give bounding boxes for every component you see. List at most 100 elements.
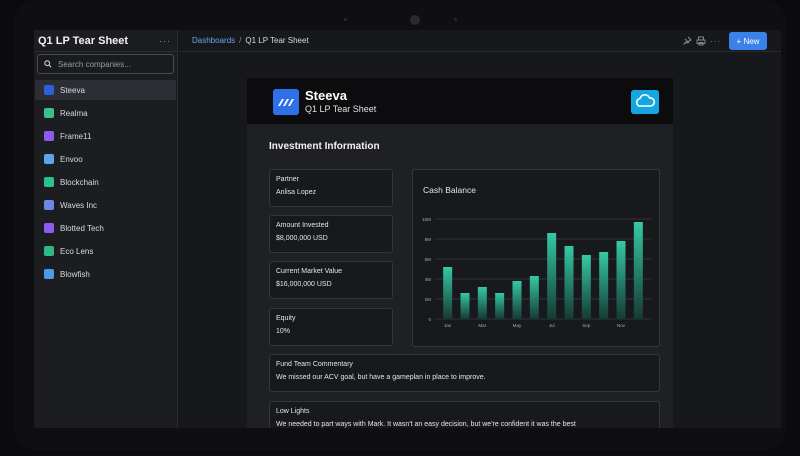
company-item[interactable]: Frame11 [35,126,176,146]
company-item[interactable]: Eco Lens [35,241,176,261]
company-name-label: Realma [60,108,88,118]
company-item[interactable]: Envoo [35,149,176,169]
y-tick-label: 4M [425,277,432,282]
bar-oct[interactable] [599,252,609,319]
company-item[interactable]: Blotted Tech [35,218,176,238]
tear-sheet-document: Steeva Q1 LP Tear Sheet Investment Infor… [247,78,673,428]
company-name-label: Blotted Tech [60,223,104,233]
y-tick-label: 2M [425,297,432,302]
company-item[interactable]: Blockchain [35,172,176,192]
card-value: $8,000,000 USD [276,235,328,242]
company-name-label: Blowfish [60,269,90,279]
company-name: Steeva [305,88,347,103]
print-icon[interactable] [696,36,706,46]
bar-apr[interactable] [495,293,505,319]
lowlights-card: Low Lights We needed to part ways with M… [269,401,660,428]
sidebar-header: Q1 LP Tear Sheet ··· [34,30,177,52]
company-name-label: Steeva [60,85,85,95]
search-input[interactable] [58,59,158,69]
sidebar-more-icon[interactable]: ··· [159,35,171,46]
chart-title: Cash Balance [423,185,476,195]
camera [410,15,420,25]
app-title: Q1 LP Tear Sheet [38,34,129,47]
document-header: Steeva Q1 LP Tear Sheet [247,78,673,124]
bar-jul[interactable] [547,233,557,319]
card-value: $16,000,000 USD [276,281,332,288]
cloud-icon[interactable] [631,90,659,114]
x-tick-label: Mar [478,323,486,328]
commentary-card: Fund Team Commentary We missed our ACV g… [269,354,660,392]
company-logo-icon [44,154,54,164]
bar-aug[interactable] [564,246,574,319]
pin-icon[interactable] [682,36,692,46]
company-item[interactable]: Waves Inc [35,195,176,215]
toolbar-actions: ··· + New [682,32,767,50]
bar-may[interactable] [512,281,522,319]
x-tick-label: May [513,323,522,328]
app-screen: Q1 LP Tear Sheet ··· Steeva Realma Frame11… [34,30,781,428]
bar-jan[interactable] [443,267,453,319]
company-logo-icon [44,108,54,118]
partner-card: Partner Anlisa Lopez [269,169,393,207]
card-value: We missed our ACV goal, but have a gamep… [276,374,486,381]
new-button[interactable]: + New [729,32,767,50]
y-tick-label: 6M [425,257,432,262]
bar-sep[interactable] [581,255,591,319]
document-subtitle: Q1 LP Tear Sheet [305,104,377,114]
card-label: Fund Team Commentary [276,361,353,368]
card-label: Current Market Value [276,268,343,275]
x-tick-label: Jan [444,323,452,328]
company-name-label: Frame11 [60,131,92,141]
company-item[interactable]: Realma [35,103,176,123]
company-name-label: Envoo [60,154,83,164]
bar-nov[interactable] [616,241,626,319]
y-tick-label: 8M [425,237,432,242]
bar-mar[interactable] [477,287,487,319]
chart-canvas: 0 2M 4M 6M 8M 10M Jan Mar May Jul Sep Nov [422,217,651,328]
card-label: Equity [276,315,296,322]
card-value: We needed to part ways with Mark. It was… [276,421,576,428]
card-label: Low Lights [276,408,310,415]
sidebar: Q1 LP Tear Sheet ··· Steeva Realma Frame11… [34,30,178,428]
cash-balance-chart: Cash Balance 0 2M 4M 6M 8M 10M Jan Mar May Jul Sep… [412,169,660,347]
company-logo-icon [44,177,54,187]
bar-dec[interactable] [633,222,643,319]
more-options-icon[interactable]: ··· [710,36,721,46]
card-label: Partner [276,176,299,183]
company-logo-icon [44,246,54,256]
company-logo-icon [44,85,54,95]
card-label: Amount Invested [276,222,329,229]
amount-invested-card: Amount Invested $8,000,000 USD [269,215,393,253]
company-name-label: Eco Lens [60,246,94,256]
company-logo-icon [44,269,54,279]
top-bar: Dashboards / Q1 LP Tear Sheet ··· + New [179,30,781,52]
company-name-label: Blockchain [60,177,99,187]
company-item[interactable]: Steeva [35,80,176,100]
section-title: Investment Information [269,141,380,152]
equity-card: Equity 10% [269,308,393,346]
bar-feb[interactable] [460,293,470,319]
sensor-dot [454,18,457,21]
y-tick-label: 10M [422,217,431,222]
company-logo-icon [44,131,54,141]
x-tick-label: Nov [617,323,626,328]
breadcrumb-dashboards[interactable]: Dashboards [192,36,236,45]
search-box[interactable] [37,54,174,74]
x-tick-label: Jul [549,323,555,328]
breadcrumb-separator: / [239,36,242,45]
device-frame: Q1 LP Tear Sheet ··· Steeva Realma Frame11… [14,0,786,450]
card-value: 10% [276,328,291,335]
card-value: Anlisa Lopez [276,189,317,196]
bar-jun[interactable] [529,276,539,319]
sensor-dot [344,18,347,21]
company-logo-icon [44,200,54,210]
search-icon [44,60,52,68]
company-logo-icon [44,223,54,233]
x-tick-label: Sep [582,323,591,328]
company-name-label: Waves Inc [60,200,98,210]
y-tick-label: 0 [428,317,431,322]
breadcrumb-current: Q1 LP Tear Sheet [245,36,309,45]
company-item[interactable]: Blowfish [35,264,176,284]
steeva-logo-icon [273,89,299,115]
company-list: Steeva Realma Frame11 Envoo Blockchain Waves … [34,80,177,284]
